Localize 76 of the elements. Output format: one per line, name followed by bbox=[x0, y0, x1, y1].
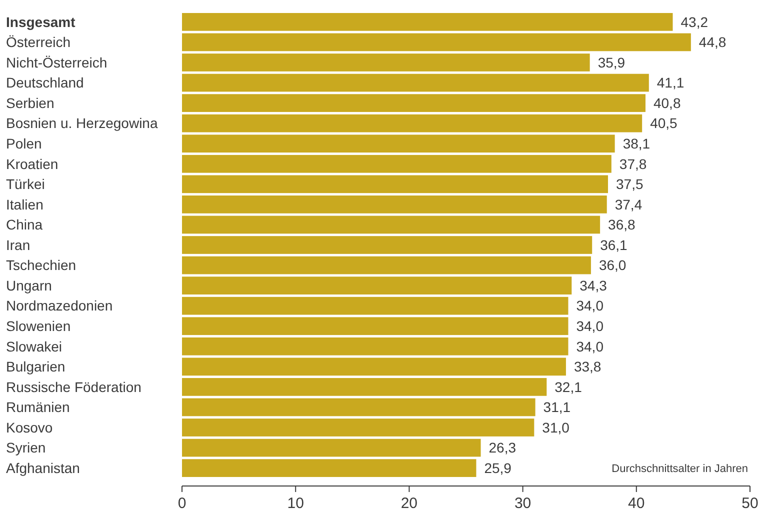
y-tick-label: Insgesamt bbox=[6, 14, 76, 30]
x-tick-label: 10 bbox=[287, 495, 304, 512]
bar bbox=[182, 398, 536, 416]
y-tick-label: Nicht-Österreich bbox=[6, 54, 108, 70]
bar bbox=[182, 154, 612, 173]
bar bbox=[182, 13, 673, 31]
data-label: 36,0 bbox=[598, 257, 626, 274]
data-label: 37,5 bbox=[616, 176, 644, 192]
data-label: 37,4 bbox=[614, 196, 642, 212]
y-tick-label: Slowenien bbox=[6, 318, 71, 334]
bar bbox=[182, 337, 568, 356]
y-tick-label: Kosovo bbox=[6, 419, 53, 436]
data-label: 25,9 bbox=[484, 460, 512, 476]
y-tick-label: China bbox=[6, 216, 43, 233]
data-label: 34,0 bbox=[576, 298, 604, 314]
y-tick-label: Polen bbox=[6, 136, 42, 152]
y-tick-label: Serbien bbox=[6, 94, 54, 111]
bar bbox=[182, 175, 608, 194]
y-tick-label: Kroatien bbox=[6, 156, 58, 172]
y-tick-label: Iran bbox=[6, 236, 30, 253]
bar bbox=[182, 378, 547, 396]
y-tick-label: Rumänien bbox=[6, 399, 70, 416]
bar bbox=[182, 114, 642, 132]
y-tick-label: Nordmazedonien bbox=[6, 298, 113, 314]
data-label: 43,2 bbox=[680, 14, 708, 30]
y-tick-label: Afghanistan bbox=[6, 460, 80, 476]
y-tick-label: Österreich bbox=[6, 34, 71, 50]
data-label: 31,1 bbox=[543, 399, 571, 416]
data-label: 34,3 bbox=[580, 277, 608, 294]
bar bbox=[182, 438, 481, 457]
y-tick-label: Deutschland bbox=[6, 74, 84, 91]
bar bbox=[182, 358, 566, 376]
data-label: 31,0 bbox=[542, 419, 570, 436]
data-label: 36,8 bbox=[608, 216, 636, 233]
data-label: 40,5 bbox=[650, 115, 678, 132]
bar bbox=[182, 74, 649, 92]
bar bbox=[182, 256, 591, 274]
data-label: 44,8 bbox=[698, 34, 726, 50]
x-tick-label: 0 bbox=[178, 495, 186, 512]
bar bbox=[182, 418, 534, 436]
data-label: 32,1 bbox=[554, 378, 582, 395]
data-label: 34,0 bbox=[576, 318, 604, 334]
bar bbox=[182, 216, 600, 234]
bar bbox=[182, 134, 615, 153]
bar bbox=[182, 236, 592, 254]
data-label: 35,9 bbox=[598, 54, 626, 70]
x-tick-label: 20 bbox=[400, 495, 418, 512]
bar bbox=[182, 54, 590, 72]
data-label: 37,8 bbox=[619, 156, 647, 172]
x-tick-label: 40 bbox=[628, 495, 645, 512]
y-tick-label: Türkei bbox=[6, 176, 45, 192]
data-label: 36,1 bbox=[600, 236, 628, 253]
bar bbox=[182, 196, 607, 214]
data-label: 40,8 bbox=[653, 94, 681, 111]
bar bbox=[182, 94, 646, 112]
data-label: 26,3 bbox=[488, 440, 516, 456]
y-tick-label: Russische Föderation bbox=[6, 378, 142, 395]
data-label: 41,1 bbox=[656, 74, 684, 91]
y-tick-label: Syrien bbox=[6, 440, 46, 456]
bar bbox=[182, 33, 691, 52]
annotation: Durchschnittsalter in Jahren bbox=[612, 462, 748, 475]
x-tick-label: 50 bbox=[742, 495, 758, 512]
bar bbox=[182, 459, 476, 477]
x-tick-label: 30 bbox=[514, 495, 532, 512]
y-tick-label: Italien bbox=[6, 196, 44, 212]
data-label: 33,8 bbox=[574, 358, 602, 375]
y-tick-label: Bulgarien bbox=[6, 358, 66, 375]
y-tick-label: Ungarn bbox=[6, 277, 52, 294]
bar bbox=[182, 276, 572, 294]
data-label: 38,1 bbox=[622, 136, 650, 152]
y-tick-label: Slowakei bbox=[6, 338, 62, 354]
bar bbox=[182, 317, 568, 336]
y-tick-label: Tschechien bbox=[6, 257, 76, 274]
data-label: 34,0 bbox=[576, 338, 604, 354]
bar bbox=[182, 296, 568, 315]
y-tick-label: Bosnien u. Herzegowina bbox=[6, 115, 158, 132]
